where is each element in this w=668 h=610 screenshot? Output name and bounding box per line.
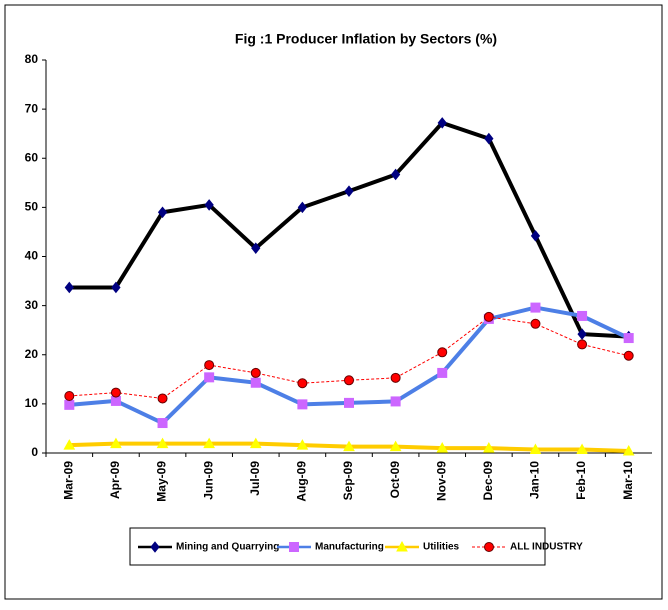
marker [344,185,354,197]
legend-label: ALL INDUSTRY [510,542,583,553]
x-tick-label: May-09 [155,461,169,502]
marker [297,201,308,214]
marker [529,443,542,455]
x-tick-label: Jan-10 [528,461,542,499]
marker [437,367,448,378]
marker [623,333,634,344]
x-tick-label: Apr-09 [108,461,122,499]
x-tick-label: Sep-09 [341,461,355,501]
marker [150,541,160,553]
marker [484,132,494,145]
marker [251,242,261,254]
x-tick-label: Dec-09 [481,461,495,501]
marker [110,387,121,398]
marker [623,350,634,361]
marker [577,339,588,350]
marker [64,281,74,294]
marker [437,347,448,358]
marker [343,440,355,452]
marker [484,542,494,552]
marker [622,445,635,456]
x-tick-label: Mar-10 [621,461,635,500]
marker [250,377,261,388]
y-tick-label: 10 [25,396,39,410]
marker [63,439,76,450]
x-tick-label: Jun-09 [201,461,215,500]
y-tick-label: 50 [25,200,39,214]
legend-label: Utilities [423,542,460,553]
marker [296,439,309,450]
chart-title: Fig :1 Producer Inflation by Sectors (%) [235,31,497,47]
marker [204,372,215,383]
marker [577,310,588,321]
y-tick-label: 80 [25,52,39,66]
marker [530,230,541,242]
chart-border [4,4,663,600]
y-tick-label: 0 [31,445,38,459]
marker [110,395,121,406]
y-tick-label: 60 [25,150,39,164]
legend-label: Manufacturing [315,542,384,553]
marker [297,378,308,389]
marker [156,437,169,449]
marker [289,542,299,552]
marker [249,437,262,449]
marker [530,302,541,313]
marker [344,375,354,386]
marker [576,443,588,455]
marker [390,372,401,383]
x-tick-label: Feb-10 [574,461,588,500]
marker [111,281,121,294]
marker [436,442,449,453]
marker [483,311,494,322]
marker [577,328,587,340]
marker [530,318,541,329]
legend-box [129,527,546,566]
y-tick-label: 70 [25,101,39,115]
marker [482,442,495,453]
marker [390,168,401,181]
marker [250,367,261,378]
y-tick-label: 40 [25,249,39,263]
marker [64,391,75,402]
marker [157,206,168,219]
x-tick-label: Nov-09 [434,461,448,501]
marker [64,399,75,410]
x-tick-label: Aug-09 [295,461,309,502]
marker [390,396,401,407]
marker [344,397,354,408]
marker [204,199,214,211]
x-tick-label: Oct-09 [388,461,402,499]
legend-label: Mining and Quarrying [176,542,279,553]
x-tick-label: Jul-09 [248,461,262,496]
marker [396,540,408,552]
marker [157,418,168,429]
marker [110,437,122,449]
marker [204,360,215,371]
marker [389,440,402,452]
marker [437,117,447,129]
marker [157,393,168,404]
marker [203,437,216,449]
marker [297,399,308,410]
x-tick-label: Mar-09 [61,461,75,500]
y-tick-label: 20 [25,347,39,361]
y-tick-label: 30 [25,298,39,312]
